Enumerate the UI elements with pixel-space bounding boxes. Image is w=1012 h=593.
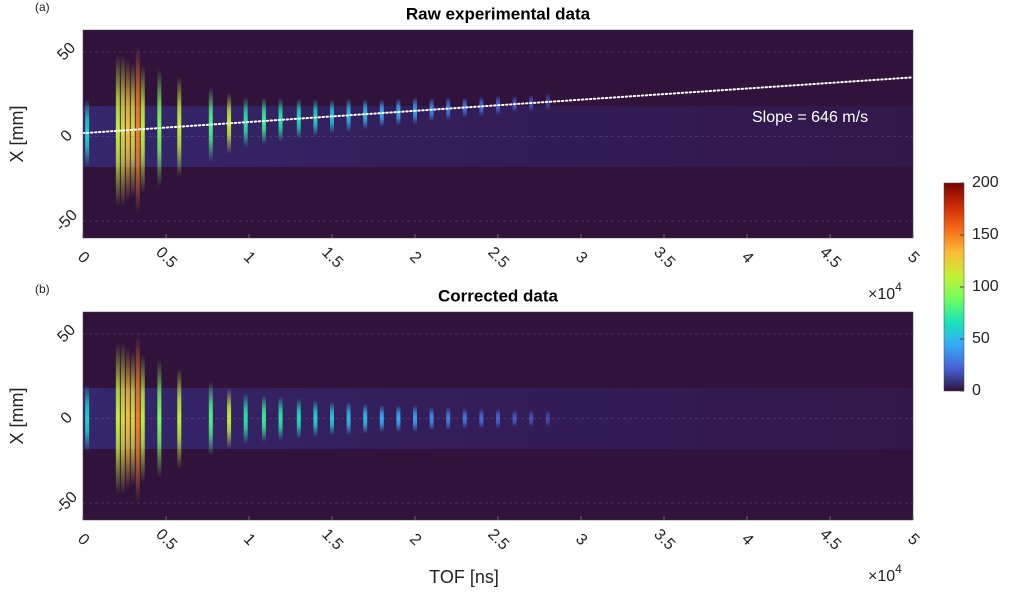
peak [115, 342, 120, 495]
peak [462, 408, 467, 429]
x-tick-label: 1.5 [318, 244, 346, 272]
x-tick-label: 0 [74, 531, 92, 549]
x-tick-label: 4 [738, 531, 756, 549]
x-tick-label: 5 [904, 249, 922, 267]
y-tick-label: 50 [54, 39, 79, 64]
peak [396, 405, 401, 433]
peak [120, 342, 125, 495]
peak [363, 98, 368, 130]
annotation: Slope = 646 m/s [752, 109, 868, 126]
peak [379, 405, 384, 433]
x-tick-label: 4 [738, 249, 756, 267]
x-tick-label: 2 [406, 249, 424, 267]
plot-frame [82, 29, 914, 239]
peak [85, 384, 90, 453]
colorbar-tick-label: 200 [972, 174, 999, 191]
peak [157, 359, 162, 478]
y-tick-label: 50 [54, 321, 79, 346]
peak [140, 354, 145, 483]
panel-label: (a) [35, 0, 50, 14]
x-tick-label: 3.5 [650, 526, 678, 554]
x-tick-label: 3.5 [650, 244, 678, 272]
peak [278, 396, 283, 441]
peak [462, 97, 467, 118]
x-tick-label: 1 [240, 249, 258, 267]
peak [135, 44, 140, 215]
x-multiplier-power: 4 [895, 562, 902, 576]
y-tick-label: 0 [58, 409, 76, 427]
x-multiplier-power: 4 [895, 280, 902, 294]
x-tick-label: 2.5 [484, 526, 512, 554]
plot-frame [82, 311, 914, 521]
y-tick-label: 0 [58, 127, 76, 145]
colorbar-tick-label: 0 [972, 382, 981, 399]
peak [296, 398, 301, 439]
chart-title: Raw experimental data [406, 4, 591, 23]
x-tick-label: 2.5 [484, 244, 512, 272]
fit-line [82, 76, 914, 135]
peak [529, 410, 534, 427]
x-tick-label: 4.5 [816, 526, 844, 554]
y-axis-label: X [mm] [7, 388, 27, 445]
x-multiplier-base: ×10 [868, 286, 895, 303]
peak [446, 406, 451, 431]
y-tick-label: -50 [53, 207, 81, 235]
x-tick-label: 3 [572, 531, 590, 549]
panel-label: (b) [35, 282, 50, 296]
y-tick-label: -50 [53, 489, 81, 517]
x-tick-label: 1 [240, 531, 258, 549]
x-tick-label: 3 [572, 249, 590, 267]
colorbar-tick-label: 100 [972, 278, 999, 295]
x-tick-label: 0 [74, 249, 92, 267]
peak [115, 54, 120, 207]
x-tick-label: 4.5 [816, 244, 844, 272]
y-axis-label: X [mm] [7, 106, 27, 163]
x-multiplier: ×104 [868, 280, 902, 303]
x-tick-label: 0.5 [152, 526, 180, 554]
x-axis-label: TOF [ns] [429, 567, 499, 587]
chart-title: Corrected data [438, 286, 559, 305]
x-tick-label: 1.5 [318, 526, 346, 554]
colorbar-tick-label: 150 [972, 226, 999, 243]
peak [512, 410, 517, 427]
x-multiplier: ×104 [868, 562, 902, 585]
x-tick-label: 5 [904, 531, 922, 549]
colorbar-tick-label: 50 [972, 330, 990, 347]
x-multiplier-base: ×10 [868, 568, 895, 585]
peak [313, 399, 318, 438]
x-tick-label: 0.5 [152, 244, 180, 272]
x-tick-label: 2 [406, 531, 424, 549]
